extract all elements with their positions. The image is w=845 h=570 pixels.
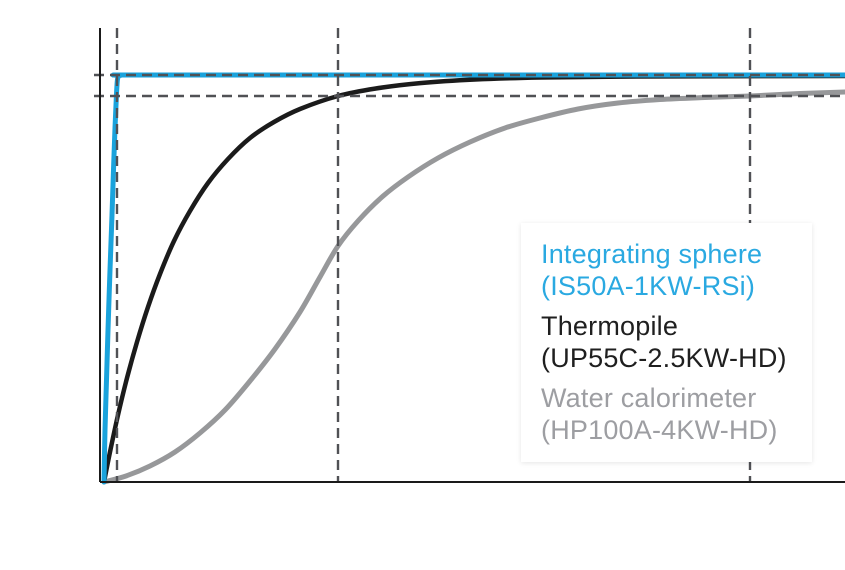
legend-model-integrating-sphere: (IS50A-1KW-RSi) <box>541 271 756 301</box>
legend-label-integrating-sphere: Integrating sphere <box>541 239 763 269</box>
legend-entry-water-calorimeter: Water calorimeter (HP100A-4KW-HD) <box>541 382 802 446</box>
legend-model-water-calorimeter: (HP100A-4KW-HD) <box>541 415 778 445</box>
legend-label-water-calorimeter: Water calorimeter <box>541 383 757 413</box>
legend-entry-integrating-sphere: Integrating sphere (IS50A-1KW-RSi) <box>541 238 802 302</box>
legend-entry-thermopile: Thermopile (UP55C-2.5KW-HD) <box>541 310 802 374</box>
axes-group <box>99 28 845 483</box>
curve-water-calorimeter <box>101 89 845 485</box>
legend-label-thermopile: Thermopile <box>541 311 679 341</box>
legend-model-thermopile: (UP55C-2.5KW-HD) <box>541 343 787 373</box>
legend: Integrating sphere (IS50A-1KW-RSi) Therm… <box>521 223 812 462</box>
